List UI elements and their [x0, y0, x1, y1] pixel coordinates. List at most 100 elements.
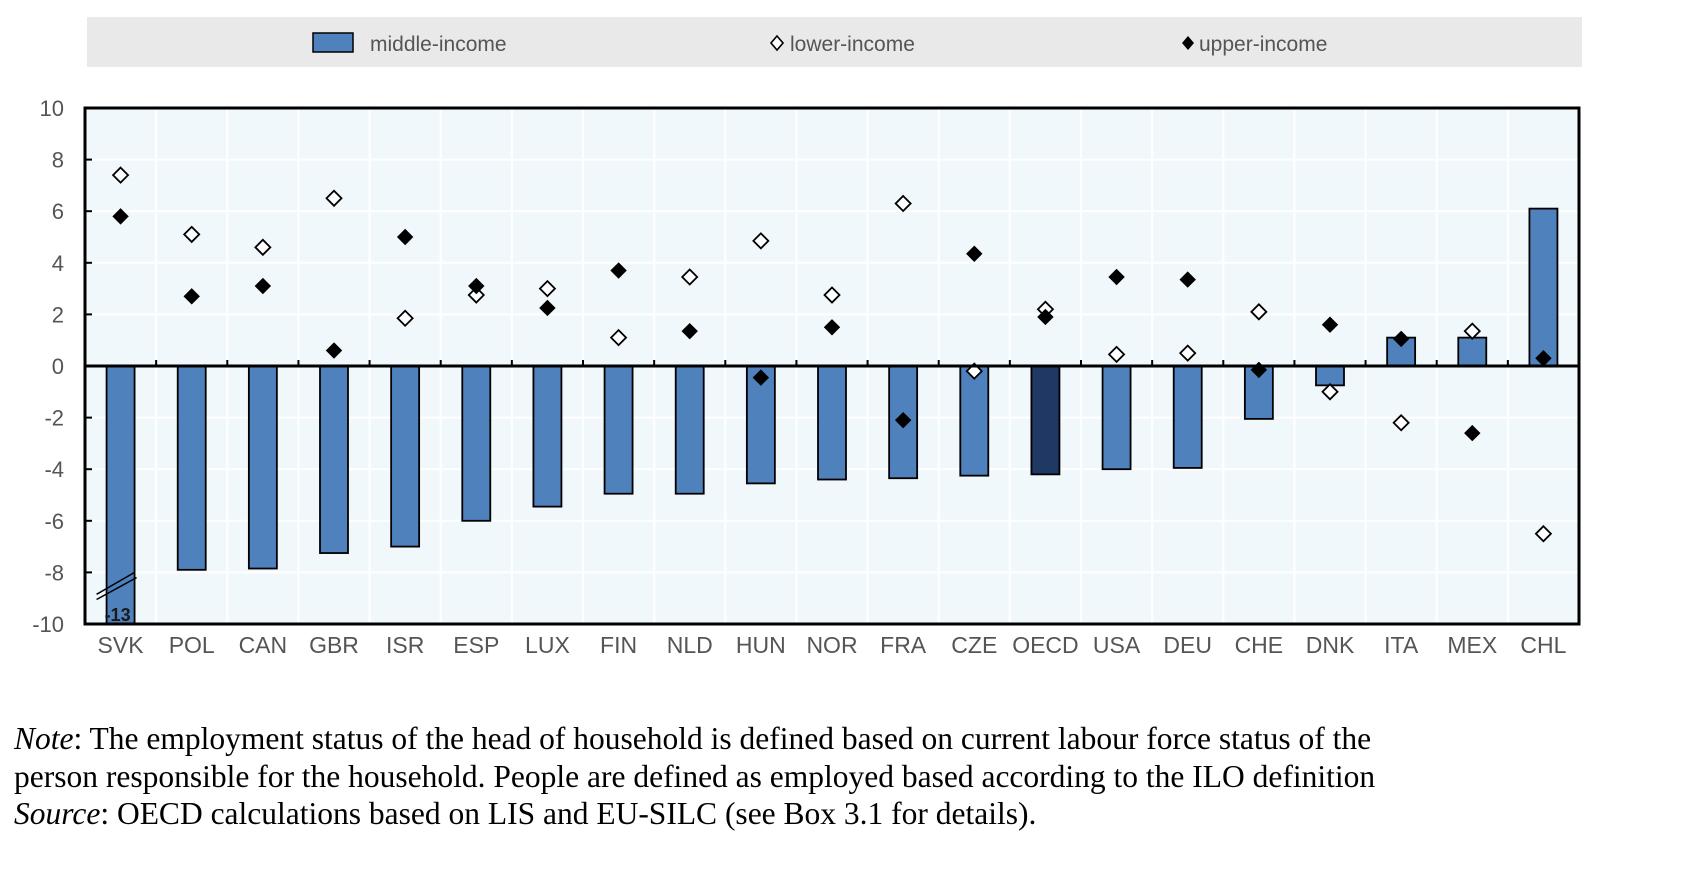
marker-upper-income-nld [681, 322, 698, 340]
y-tick-label: 10 [40, 96, 64, 121]
axis-break-mark [96, 576, 137, 601]
marker-lower-income-can [254, 238, 272, 257]
x-tick-label: ISR [386, 632, 424, 658]
y-tick-label: 4 [52, 251, 64, 276]
x-tick-label: POL [169, 632, 215, 658]
legend-label-upper-income: upper-income [1199, 33, 1327, 56]
note-line-1: Note: The employment status of the head … [14, 720, 1699, 758]
footnote: Note: The employment status of the head … [14, 720, 1699, 833]
bar-nor [817, 365, 847, 481]
x-tick-label: CZE [951, 632, 997, 658]
hollow-diamond-icon [769, 34, 785, 52]
x-tick-label: CHL [1520, 632, 1566, 658]
x-tick-label: GBR [309, 632, 359, 658]
x-tick-label: ESP [453, 632, 499, 658]
x-tick-label: OECD [1012, 632, 1078, 658]
marker-lower-income-ita [1392, 413, 1410, 432]
marker-lower-income-fin [609, 328, 628, 347]
y-tick-label: 0 [52, 354, 64, 379]
x-tick-label: LUX [525, 632, 570, 658]
marker-upper-income-svk [112, 208, 129, 225]
bar-fin [603, 365, 634, 495]
marker-upper-income-deu [1179, 271, 1196, 288]
marker-lower-income-usa [1107, 345, 1126, 364]
x-tick-label: FIN [600, 632, 637, 658]
marker-upper-income-can [254, 277, 272, 295]
marker-lower-income-fra [894, 194, 912, 213]
legend-label-lower-income: lower-income [790, 33, 915, 56]
marker-lower-income-pol [182, 225, 201, 244]
x-tick-label: SVK [98, 632, 145, 658]
marker-upper-income-nor [823, 319, 841, 336]
x-tick-label: CHE [1235, 632, 1284, 658]
bar-lux [532, 365, 563, 508]
marker-lower-income-lux [538, 279, 557, 298]
x-tick-label: FRA [880, 632, 927, 658]
bar-gbr [319, 365, 349, 554]
axis-break-mark [96, 571, 135, 595]
marker-upper-income-pol [183, 288, 200, 305]
marker-lower-income-isr [396, 309, 414, 328]
marker-upper-income-fra [894, 411, 912, 429]
bar-mex [1457, 336, 1488, 367]
bar-esp [461, 365, 492, 522]
note-text-1: : The employment status of the head of h… [73, 721, 1372, 756]
x-tick-label: ITA [1384, 632, 1419, 658]
legend-swatch-middle-income [312, 32, 354, 53]
source-text: : OECD calculations based on LIS and EU-… [100, 796, 1037, 831]
y-tick-label: 8 [52, 148, 64, 173]
marker-lower-income-gbr [325, 189, 343, 208]
marker-lower-income-nld [680, 268, 699, 286]
marker-upper-income-gbr [325, 342, 343, 359]
source-line: Source: OECD calculations based on LIS a… [14, 795, 1699, 833]
x-tick-label: NLD [667, 632, 713, 658]
x-tick-label: CAN [239, 632, 288, 658]
legend: middle-income lower-income upper-income [87, 17, 1582, 67]
x-tick-label: MEX [1447, 632, 1497, 658]
chart: middle-income lower-income upper-income … [32, 17, 1582, 658]
marker-upper-income-esp [468, 277, 485, 295]
plot-area: -13 [83, 106, 1581, 626]
source-label: Source [14, 796, 101, 831]
marker-upper-income-hun [752, 369, 770, 386]
y-tick-label: -10 [32, 612, 64, 637]
bar-isr [390, 365, 421, 548]
marker-lower-income-che [1250, 303, 1268, 321]
marker-upper-income-mex [1464, 424, 1481, 442]
marker-lower-income-dnk [1321, 383, 1339, 401]
y-tick-label: 6 [52, 199, 64, 224]
bar-can [247, 365, 278, 570]
x-tick-label: HUN [736, 632, 786, 658]
bar-oecd [1030, 365, 1061, 476]
marker-upper-income-cze [966, 245, 983, 262]
note-label: Note [14, 721, 74, 756]
y-tick-label: -2 [44, 406, 64, 431]
bar-deu [1172, 365, 1203, 469]
bar-pol [176, 365, 207, 571]
note-line-2: person responsible for the household. Pe… [14, 758, 1699, 796]
marker-upper-income-usa [1108, 268, 1125, 286]
y-tick-label: 2 [52, 302, 64, 327]
bar-chl [1528, 207, 1559, 367]
note-text-2: person responsible for the household. Pe… [14, 758, 1376, 794]
marker-upper-income-isr [396, 228, 414, 246]
filled-diamond-icon [1182, 36, 1194, 50]
marker-lower-income-deu [1178, 344, 1197, 362]
marker-lower-income-esp [467, 286, 486, 304]
marker-upper-income-ita [1392, 330, 1410, 348]
y-tick-label: -8 [44, 560, 64, 585]
marker-lower-income-chl [1534, 524, 1553, 543]
marker-lower-income-mex [1463, 322, 1482, 340]
bar-dnk [1315, 365, 1345, 387]
marker-upper-income-dnk [1321, 316, 1339, 333]
marker-upper-income-lux [539, 299, 556, 317]
marker-lower-income-nor [823, 286, 841, 304]
bar-cze [959, 365, 990, 477]
marker-lower-income-svk [111, 166, 130, 184]
marker-lower-income-hun [752, 232, 770, 250]
bar-nld [674, 365, 705, 495]
y-tick-label: -6 [44, 509, 64, 534]
x-tick-label: DEU [1163, 632, 1212, 658]
y-axis: 10 8 6 4 2 0 -2 -4 -6 -8 -10 [32, 96, 92, 637]
legend-label-middle-income: middle-income [370, 33, 507, 56]
